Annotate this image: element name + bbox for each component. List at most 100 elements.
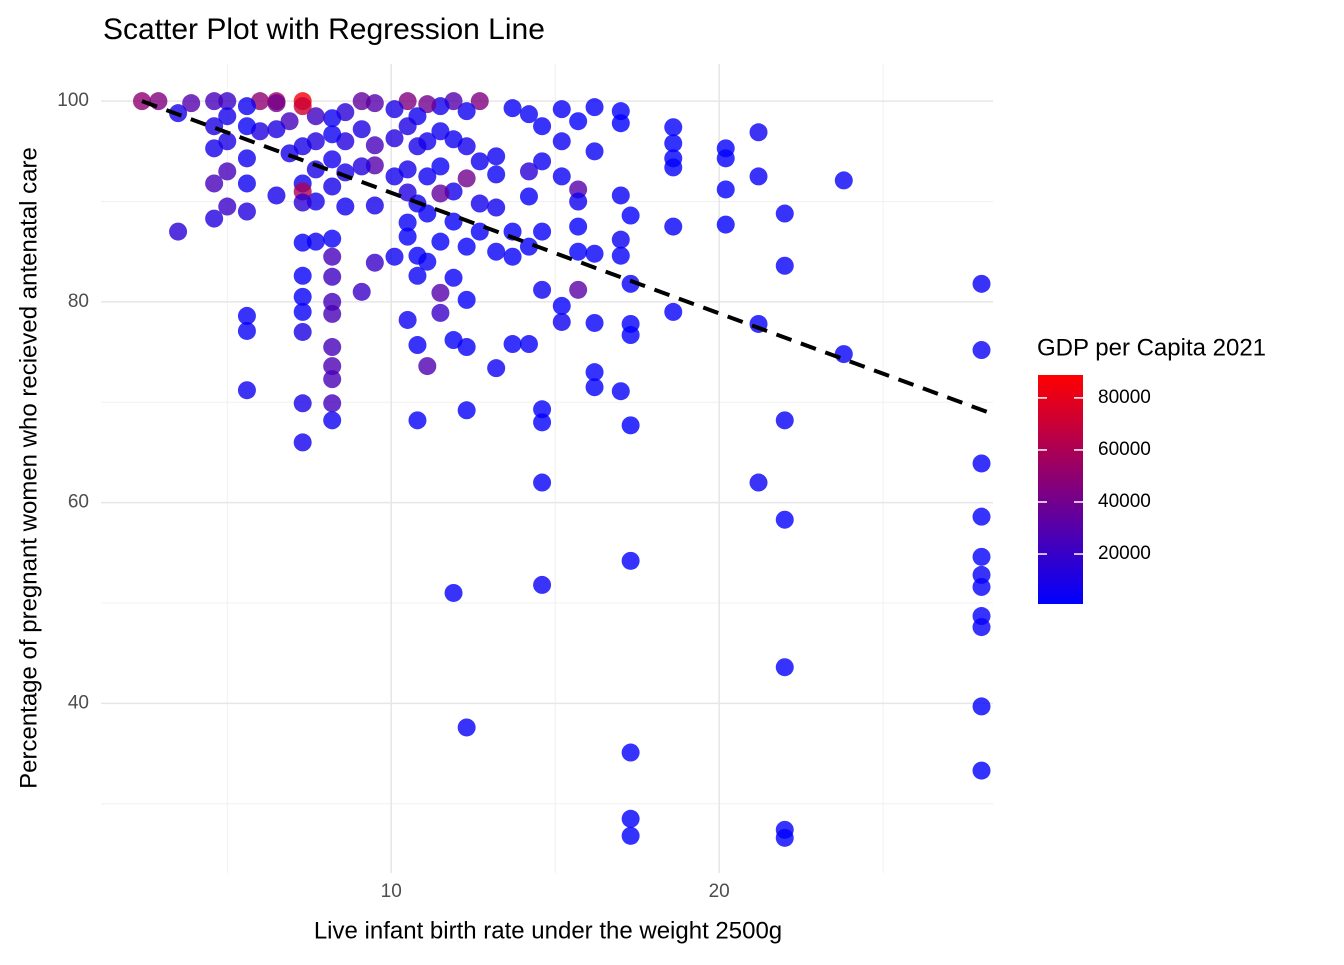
point bbox=[533, 117, 552, 136]
point bbox=[218, 162, 237, 181]
point bbox=[398, 92, 417, 111]
point bbox=[621, 809, 640, 828]
point bbox=[533, 152, 552, 171]
point bbox=[749, 167, 768, 186]
point bbox=[398, 310, 417, 329]
point bbox=[664, 158, 683, 177]
point bbox=[431, 283, 450, 302]
point bbox=[569, 242, 588, 261]
point bbox=[552, 167, 571, 186]
point bbox=[408, 336, 427, 355]
point bbox=[323, 411, 342, 430]
point bbox=[470, 222, 489, 241]
point bbox=[552, 132, 571, 151]
point bbox=[267, 120, 286, 139]
point bbox=[569, 112, 588, 131]
point bbox=[352, 282, 371, 301]
point bbox=[457, 401, 476, 420]
point bbox=[323, 304, 342, 323]
point bbox=[444, 331, 463, 350]
point bbox=[385, 100, 404, 119]
point bbox=[621, 551, 640, 570]
point bbox=[323, 177, 342, 196]
point bbox=[972, 697, 991, 716]
point bbox=[293, 233, 312, 252]
point bbox=[323, 357, 342, 376]
point bbox=[519, 162, 538, 181]
point bbox=[385, 247, 404, 266]
point bbox=[457, 718, 476, 737]
point bbox=[611, 114, 630, 133]
point bbox=[834, 171, 853, 190]
point bbox=[293, 193, 312, 212]
point bbox=[444, 212, 463, 231]
point bbox=[431, 303, 450, 322]
point bbox=[306, 107, 325, 126]
point bbox=[621, 743, 640, 762]
point bbox=[218, 197, 237, 216]
point bbox=[457, 237, 476, 256]
point bbox=[519, 105, 538, 124]
point bbox=[470, 152, 489, 171]
point bbox=[775, 204, 794, 223]
point bbox=[398, 213, 417, 232]
point bbox=[149, 92, 168, 111]
point bbox=[398, 227, 417, 246]
point bbox=[336, 197, 355, 216]
point bbox=[323, 125, 342, 144]
point bbox=[470, 194, 489, 213]
x-tick-label: 10 bbox=[381, 881, 402, 902]
point bbox=[306, 192, 325, 211]
point bbox=[621, 274, 640, 293]
point bbox=[552, 100, 571, 119]
point bbox=[775, 658, 794, 677]
point bbox=[323, 247, 342, 266]
point bbox=[431, 232, 450, 251]
point bbox=[267, 186, 286, 205]
point bbox=[306, 232, 325, 251]
point bbox=[352, 92, 371, 111]
legend-tick-label: 80000 bbox=[1098, 387, 1151, 408]
point bbox=[972, 761, 991, 780]
point bbox=[611, 230, 630, 249]
point bbox=[621, 416, 640, 435]
point bbox=[716, 149, 735, 168]
regression-line bbox=[141, 99, 989, 415]
point bbox=[457, 169, 476, 188]
point bbox=[365, 136, 384, 155]
point bbox=[398, 183, 417, 202]
point bbox=[237, 306, 256, 325]
point bbox=[585, 378, 604, 397]
point bbox=[664, 217, 683, 236]
point bbox=[503, 99, 522, 118]
point bbox=[487, 147, 506, 166]
point bbox=[972, 618, 991, 637]
point bbox=[533, 280, 552, 299]
point bbox=[487, 359, 506, 378]
point bbox=[519, 335, 538, 354]
point bbox=[457, 290, 476, 309]
point bbox=[552, 296, 571, 315]
point bbox=[487, 242, 506, 261]
point bbox=[218, 107, 237, 126]
point bbox=[205, 139, 224, 158]
point bbox=[775, 256, 794, 275]
point bbox=[323, 267, 342, 286]
point bbox=[533, 400, 552, 419]
point bbox=[569, 192, 588, 211]
point bbox=[385, 167, 404, 186]
point bbox=[775, 510, 794, 529]
point bbox=[323, 150, 342, 169]
y-tick-label: 80 bbox=[68, 291, 89, 312]
point bbox=[621, 206, 640, 225]
point bbox=[775, 411, 794, 430]
colorbar bbox=[1038, 375, 1083, 604]
point bbox=[972, 547, 991, 566]
point bbox=[569, 217, 588, 236]
point bbox=[385, 129, 404, 148]
point bbox=[444, 583, 463, 602]
point bbox=[519, 237, 538, 256]
point bbox=[533, 473, 552, 492]
point bbox=[182, 94, 201, 113]
